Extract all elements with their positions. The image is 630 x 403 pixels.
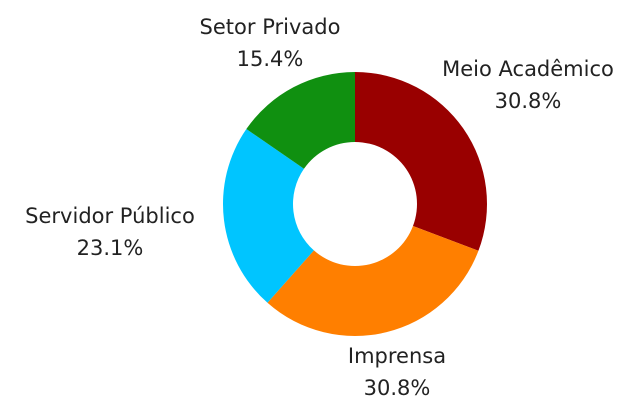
donut-slice xyxy=(267,225,479,337)
slice-label: Setor Privado xyxy=(200,15,341,39)
donut-slice xyxy=(355,72,488,251)
slice-label: Meio Acadêmico xyxy=(442,57,614,81)
slice-value: 15.4% xyxy=(237,47,304,71)
donut-slice xyxy=(223,129,314,303)
slice-value: 30.8% xyxy=(495,89,562,113)
donut-slice xyxy=(246,71,355,169)
slice-label: Imprensa xyxy=(348,344,446,368)
slice-value: 23.1% xyxy=(77,236,144,260)
slice-label: Servidor Público xyxy=(25,204,195,228)
slice-value: 30.8% xyxy=(364,376,431,400)
